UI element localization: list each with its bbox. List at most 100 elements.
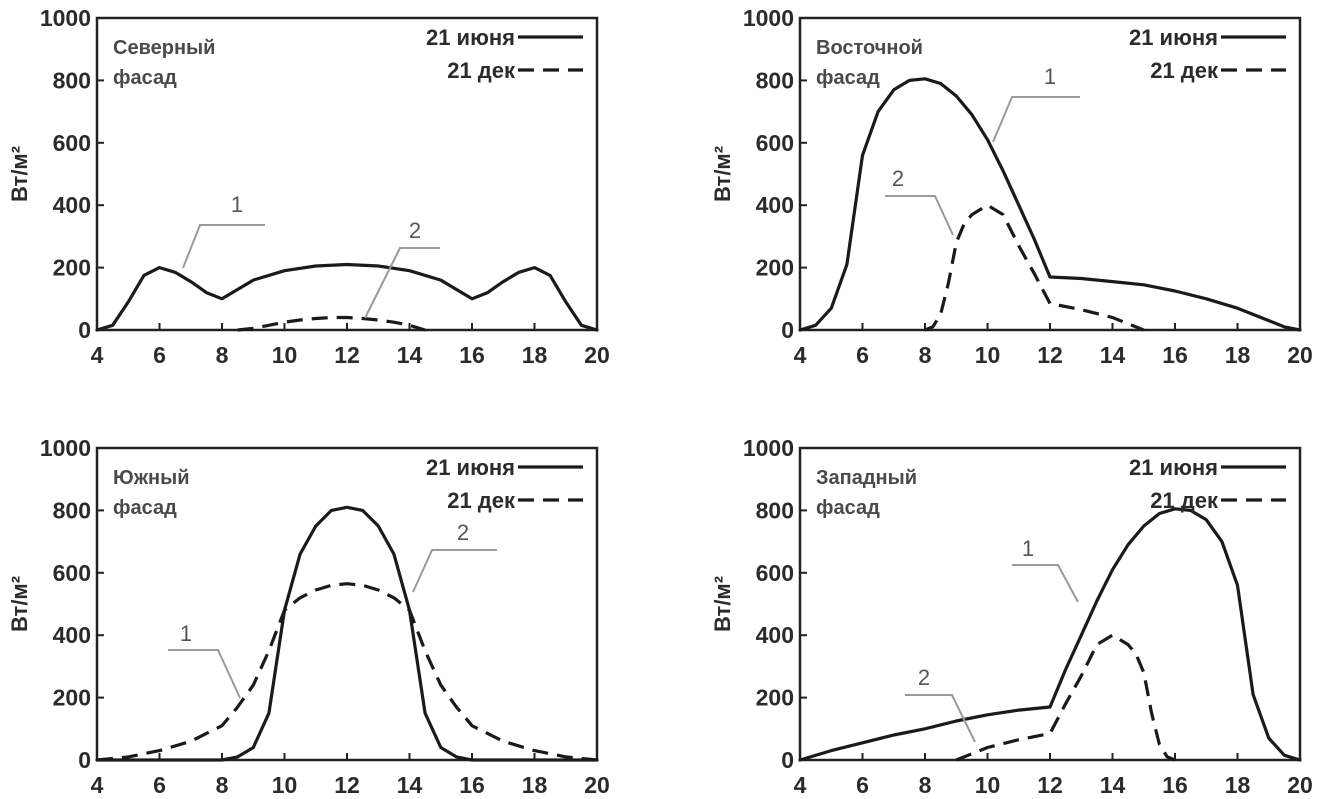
legend-label: 21 дек bbox=[1150, 58, 1219, 83]
chart-panel-2: 4 6 8 10 12 14 16 18 2002004006008001000Вт/м²Вос… bbox=[710, 5, 1313, 368]
x-tick-label: 6 bbox=[856, 342, 869, 368]
chart-panel-3: 4 6 8 10 12 14 16 18 2002004006008001000Вт/м²Южн… bbox=[7, 435, 610, 798]
x-tick-label: 20 bbox=[1287, 772, 1313, 798]
callout-label: 1 bbox=[180, 621, 192, 646]
x-tick-label: 10 bbox=[975, 342, 1001, 368]
y-tick-label: 400 bbox=[756, 622, 794, 648]
y-tick-label: 800 bbox=[756, 497, 794, 523]
x-tick-label: 12 bbox=[334, 342, 360, 368]
x-tick-label: 14 bbox=[397, 772, 423, 798]
callout-leader bbox=[1012, 564, 1079, 603]
x-tick-label: 12 bbox=[1037, 772, 1063, 798]
x-tick-label: 4 bbox=[794, 342, 807, 368]
x-tick-label: 12 bbox=[334, 772, 360, 798]
series-line-june bbox=[95, 262, 599, 332]
legend-label: 21 июня bbox=[1129, 455, 1218, 480]
callout-label: 1 bbox=[231, 192, 243, 217]
x-tick-label: 12 bbox=[1037, 342, 1063, 368]
plot-frame bbox=[95, 446, 599, 762]
y-tick-label: 0 bbox=[781, 317, 794, 343]
y-tick-label: 400 bbox=[756, 192, 794, 218]
y-tick-label: 400 bbox=[53, 622, 91, 648]
x-tick-label: 20 bbox=[1287, 342, 1313, 368]
x-tick-label: 6 bbox=[153, 772, 166, 798]
y-tick-label: 1000 bbox=[40, 435, 91, 461]
x-tick-label: 18 bbox=[522, 342, 548, 368]
x-tick-label: 20 bbox=[584, 342, 610, 368]
x-tick-label: 10 bbox=[272, 772, 298, 798]
y-tick-label: 0 bbox=[781, 747, 794, 773]
x-tick-label: 6 bbox=[856, 772, 869, 798]
y-tick-label: 1000 bbox=[40, 5, 91, 31]
x-tick-label: 6 bbox=[153, 342, 166, 368]
callout-label: 2 bbox=[457, 520, 469, 545]
y-tick-label: 200 bbox=[53, 685, 91, 711]
panel-title-line: Северный bbox=[113, 37, 215, 59]
callout-leader bbox=[364, 247, 440, 319]
x-tick-label: 10 bbox=[272, 342, 298, 368]
x-tick-label: 14 bbox=[397, 342, 423, 368]
legend-label: 21 июня bbox=[426, 455, 515, 480]
y-tick-label: 0 bbox=[78, 747, 91, 773]
y-tick-label: 200 bbox=[756, 255, 794, 281]
y-tick-label: 0 bbox=[78, 317, 91, 343]
callout-leader bbox=[168, 649, 241, 699]
chart-panel-4: 4 6 8 10 12 14 16 18 2002004006008001000Вт/м²Зап… bbox=[710, 435, 1313, 798]
x-tick-label: 16 bbox=[459, 772, 485, 798]
plot-frame bbox=[798, 446, 1302, 762]
callout-label: 2 bbox=[409, 218, 421, 243]
callout-label: 1 bbox=[1022, 536, 1034, 561]
panel-title-line: Западный bbox=[816, 467, 917, 489]
x-tick-label: 18 bbox=[1225, 342, 1251, 368]
y-axis-label: Вт/м² bbox=[7, 146, 32, 202]
x-tick-label: 4 bbox=[91, 342, 104, 368]
x-tick-label: 8 bbox=[919, 772, 932, 798]
y-axis-label: Вт/м² bbox=[7, 576, 32, 632]
panel-title-line: Восточной bbox=[816, 37, 923, 59]
y-tick-label: 1000 bbox=[743, 435, 794, 461]
x-tick-label: 8 bbox=[216, 772, 229, 798]
x-tick-label: 20 bbox=[584, 772, 610, 798]
panel-title-line: фасад bbox=[113, 497, 177, 519]
y-tick-label: 800 bbox=[756, 67, 794, 93]
series-line-december bbox=[237, 315, 426, 332]
callout-leader bbox=[412, 549, 497, 593]
x-tick-label: 16 bbox=[1162, 342, 1188, 368]
panel-title-line: фасад bbox=[816, 67, 880, 89]
callout-leader bbox=[905, 694, 976, 743]
x-tick-label: 4 bbox=[91, 772, 104, 798]
callout-leader bbox=[182, 224, 265, 269]
x-tick-label: 16 bbox=[1162, 772, 1188, 798]
series-line-december bbox=[924, 203, 1145, 332]
legend-label: 21 июня bbox=[426, 25, 515, 50]
x-tick-label: 14 bbox=[1100, 772, 1126, 798]
x-tick-label: 18 bbox=[1225, 772, 1251, 798]
callout-label: 2 bbox=[892, 166, 904, 191]
y-tick-label: 600 bbox=[756, 130, 794, 156]
series-line-december bbox=[96, 582, 598, 762]
panel-title-line: фасад bbox=[816, 497, 880, 519]
panel-title-line: Южный bbox=[113, 467, 190, 489]
panel-title-line: фасад bbox=[113, 67, 177, 89]
x-tick-label: 8 bbox=[216, 342, 229, 368]
y-tick-label: 200 bbox=[53, 255, 91, 281]
x-tick-label: 8 bbox=[919, 342, 932, 368]
y-axis-label: Вт/м² bbox=[710, 576, 735, 632]
y-tick-label: 1000 bbox=[743, 5, 794, 31]
series-line-june bbox=[798, 507, 1302, 762]
plot-frame bbox=[95, 16, 599, 332]
y-axis-label: Вт/м² bbox=[710, 146, 735, 202]
legend-label: 21 дек bbox=[1150, 488, 1219, 513]
y-tick-label: 200 bbox=[756, 685, 794, 711]
callout-leader bbox=[992, 96, 1080, 143]
callout-label: 1 bbox=[1044, 64, 1056, 89]
x-tick-label: 4 bbox=[794, 772, 807, 798]
y-tick-label: 600 bbox=[756, 560, 794, 586]
callout-label: 2 bbox=[918, 665, 930, 690]
x-tick-label: 18 bbox=[522, 772, 548, 798]
legend-label: 21 июня bbox=[1129, 25, 1218, 50]
chart-panel-1: 4 6 8 10 12 14 16 18 2002004006008001000Вт/м²Сев… bbox=[7, 5, 610, 368]
callout-leader bbox=[885, 195, 954, 236]
y-tick-label: 800 bbox=[53, 67, 91, 93]
